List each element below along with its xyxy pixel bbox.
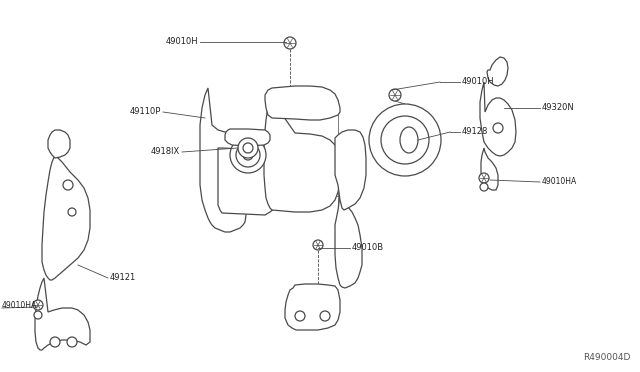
Ellipse shape bbox=[400, 127, 418, 153]
Text: 4918lX: 4918lX bbox=[151, 148, 180, 157]
Circle shape bbox=[243, 143, 253, 153]
Text: 49110P: 49110P bbox=[130, 108, 161, 116]
Circle shape bbox=[50, 337, 60, 347]
Circle shape bbox=[480, 183, 488, 191]
Polygon shape bbox=[487, 57, 508, 86]
Polygon shape bbox=[285, 284, 340, 330]
Circle shape bbox=[479, 173, 489, 183]
Text: 49010HA: 49010HA bbox=[542, 177, 577, 186]
Text: 49128: 49128 bbox=[462, 128, 488, 137]
Polygon shape bbox=[335, 195, 362, 288]
Circle shape bbox=[33, 300, 43, 310]
Circle shape bbox=[63, 180, 73, 190]
Circle shape bbox=[369, 104, 441, 176]
Circle shape bbox=[67, 337, 77, 347]
Polygon shape bbox=[42, 155, 90, 280]
Text: 49121: 49121 bbox=[110, 273, 136, 282]
Circle shape bbox=[68, 208, 76, 216]
Circle shape bbox=[236, 143, 260, 167]
Polygon shape bbox=[35, 278, 90, 350]
Circle shape bbox=[493, 123, 503, 133]
Circle shape bbox=[238, 138, 258, 158]
Circle shape bbox=[243, 150, 253, 160]
Text: 49010B: 49010B bbox=[352, 244, 384, 253]
Polygon shape bbox=[335, 130, 366, 210]
Circle shape bbox=[34, 311, 42, 319]
Text: 49010H: 49010H bbox=[165, 38, 198, 46]
Text: 49320N: 49320N bbox=[542, 103, 575, 112]
Circle shape bbox=[230, 137, 266, 173]
Circle shape bbox=[313, 240, 323, 250]
Polygon shape bbox=[225, 129, 270, 146]
Text: 49010HA: 49010HA bbox=[2, 301, 37, 310]
Polygon shape bbox=[48, 130, 70, 158]
Polygon shape bbox=[264, 100, 340, 212]
Polygon shape bbox=[218, 148, 280, 215]
Text: 49010H: 49010H bbox=[462, 77, 495, 87]
Bar bbox=[163, 22, 441, 320]
Circle shape bbox=[381, 116, 429, 164]
Polygon shape bbox=[265, 86, 340, 120]
Circle shape bbox=[389, 89, 401, 101]
Circle shape bbox=[295, 311, 305, 321]
Polygon shape bbox=[480, 82, 516, 156]
Polygon shape bbox=[481, 148, 498, 190]
Circle shape bbox=[320, 311, 330, 321]
Circle shape bbox=[284, 37, 296, 49]
Text: R490004D: R490004D bbox=[582, 353, 630, 362]
Polygon shape bbox=[200, 88, 248, 232]
